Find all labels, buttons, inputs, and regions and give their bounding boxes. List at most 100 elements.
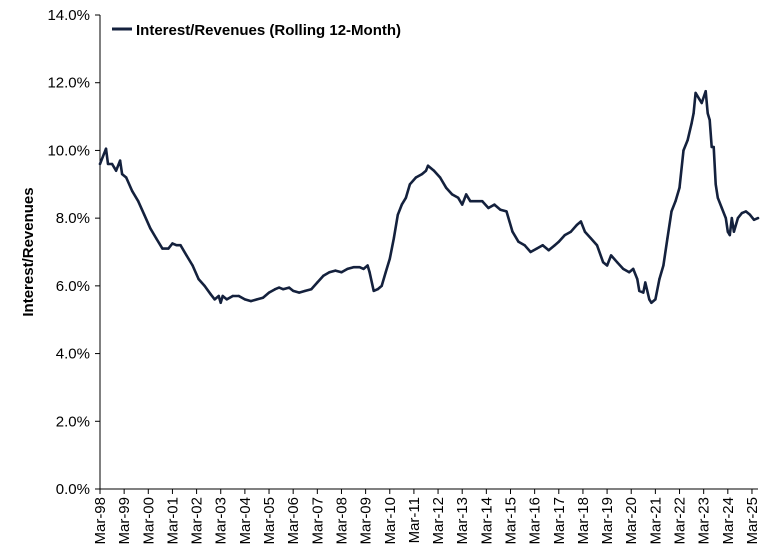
data-point xyxy=(420,172,424,176)
legend: Interest/Revenues (Rolling 12-Month) xyxy=(112,22,401,39)
data-point xyxy=(322,274,325,277)
data-point xyxy=(328,271,331,274)
data-point xyxy=(493,203,496,206)
data-point xyxy=(255,298,259,301)
data-point xyxy=(388,257,391,260)
data-point xyxy=(658,277,661,281)
data-point xyxy=(231,294,234,298)
data-point xyxy=(438,176,442,179)
data-point xyxy=(678,186,681,189)
data-point xyxy=(273,288,277,291)
data-point xyxy=(120,172,124,176)
data-point xyxy=(666,237,669,240)
data-point xyxy=(686,139,689,142)
data-point xyxy=(662,264,665,267)
x-tick-label: Mar-21 xyxy=(647,497,664,545)
x-tick-label: Mar-16 xyxy=(527,497,544,545)
data-point xyxy=(408,183,412,186)
data-point xyxy=(219,301,222,304)
x-tick-label: Mar-22 xyxy=(672,497,689,545)
data-point xyxy=(692,112,695,115)
x-tick-label: Mar-08 xyxy=(333,497,350,545)
data-point xyxy=(670,210,673,213)
data-point xyxy=(517,240,520,243)
data-point xyxy=(644,281,647,284)
data-point xyxy=(557,240,560,243)
series-layer xyxy=(98,89,760,305)
x-tick-label: Mar-23 xyxy=(696,497,713,545)
x-tick-label: Mar-09 xyxy=(358,497,375,545)
data-point xyxy=(217,294,220,298)
data-point xyxy=(287,286,291,289)
data-point xyxy=(465,193,468,196)
data-point xyxy=(605,264,609,267)
data-point xyxy=(650,301,653,304)
data-point xyxy=(426,164,430,167)
x-tick-label: Mar-18 xyxy=(575,497,592,545)
data-point xyxy=(583,230,587,233)
data-point xyxy=(710,145,713,149)
data-point xyxy=(529,250,532,254)
data-point xyxy=(366,264,369,267)
x-tick-label: Mar-06 xyxy=(285,497,302,545)
data-point xyxy=(191,264,194,267)
data-point xyxy=(125,176,128,179)
y-tick-label: 12.0% xyxy=(47,75,90,92)
data-point xyxy=(720,206,723,210)
data-point xyxy=(744,210,748,213)
data-point xyxy=(589,237,593,240)
data-point xyxy=(161,247,164,250)
series-line-0 xyxy=(98,89,760,305)
data-point xyxy=(98,162,102,166)
data-point xyxy=(249,299,253,303)
data-point xyxy=(714,183,717,186)
data-point xyxy=(569,230,573,233)
data-point xyxy=(706,112,709,115)
data-point xyxy=(175,244,178,247)
data-point xyxy=(726,230,729,233)
data-point xyxy=(376,288,379,291)
data-point xyxy=(209,293,212,296)
data-point xyxy=(642,291,645,294)
y-axis-title: Interest/Revenues xyxy=(20,187,37,316)
data-point xyxy=(179,244,182,247)
data-point xyxy=(638,289,641,293)
data-point xyxy=(674,200,677,203)
x-tick-label: Mar-99 xyxy=(116,497,133,545)
data-point xyxy=(368,271,371,274)
data-point xyxy=(450,193,454,196)
data-point xyxy=(444,186,448,189)
y-tick-label: 6.0% xyxy=(56,278,90,295)
data-point xyxy=(724,216,727,220)
data-point xyxy=(106,162,110,166)
x-tick-label: Mar-19 xyxy=(599,497,616,545)
data-point xyxy=(694,91,697,95)
data-point xyxy=(730,216,733,220)
x-tick-label: Mar-25 xyxy=(744,497,761,545)
data-point xyxy=(523,244,526,247)
data-point xyxy=(563,233,566,237)
data-point xyxy=(400,203,403,206)
data-point xyxy=(384,271,387,274)
data-point xyxy=(499,208,502,211)
data-point xyxy=(541,244,544,247)
data-point xyxy=(728,233,731,237)
data-point xyxy=(609,254,613,257)
y-tick-label: 4.0% xyxy=(56,346,90,363)
data-point xyxy=(281,288,285,291)
data-point xyxy=(137,200,140,203)
data-point xyxy=(579,220,583,223)
y-tick-label: 14.0% xyxy=(47,7,90,24)
data-point xyxy=(102,152,106,155)
data-point xyxy=(155,237,158,240)
data-point xyxy=(143,213,146,216)
x-tick-label: Mar-04 xyxy=(237,497,254,545)
data-point xyxy=(104,147,108,150)
data-point xyxy=(595,244,599,247)
data-point xyxy=(267,291,271,294)
data-point xyxy=(362,267,365,271)
data-point xyxy=(475,200,478,203)
data-point xyxy=(457,196,460,199)
data-point xyxy=(700,101,703,105)
